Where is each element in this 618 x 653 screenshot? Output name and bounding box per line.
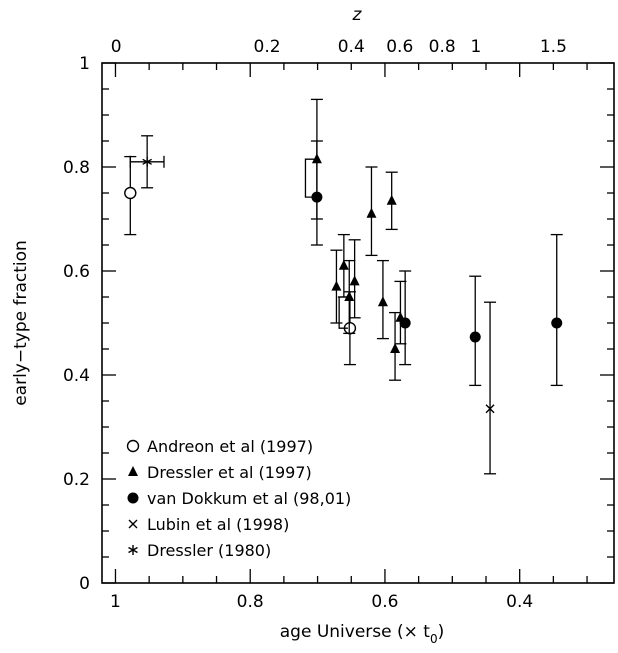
x-tick-label: 0.4 — [506, 592, 533, 612]
pairing-bracket — [338, 296, 348, 329]
point-marker — [331, 280, 342, 291]
legend-label: Dressler (1980) — [147, 541, 271, 560]
data-point — [343, 259, 356, 335]
legend-marker — [128, 466, 138, 476]
x-tick-label: 1 — [110, 592, 121, 612]
data-point — [348, 239, 361, 319]
point-marker — [338, 259, 349, 270]
data-point — [129, 135, 165, 189]
legend-marker — [127, 492, 139, 504]
top-tick-label: 0.6 — [386, 37, 413, 57]
legend-entry: Lubin et al (1998) — [128, 515, 289, 534]
top-tick-label: 0 — [111, 37, 122, 57]
y-tick-label: 0.2 — [63, 470, 90, 490]
y-axis-title: early−type fraction — [11, 240, 31, 406]
data-point — [365, 166, 378, 257]
data-point — [376, 259, 389, 340]
data-point — [469, 275, 482, 387]
point-marker — [551, 317, 563, 329]
y-tick-label: 0 — [79, 574, 90, 594]
legend: Andreon et al (1997) Dressler et al (1997… — [126, 437, 351, 560]
top-tick-label: 0.2 — [254, 37, 281, 57]
point-marker — [390, 343, 401, 353]
y-tick-label: 1 — [79, 54, 90, 74]
top-tick-label: 0.4 — [338, 37, 365, 57]
legend-marker — [128, 519, 138, 529]
top-tick-label: 1 — [470, 37, 481, 57]
y-tick-label: 0.6 — [63, 262, 90, 282]
point-marker — [469, 331, 481, 343]
point-marker — [344, 291, 355, 301]
point-marker — [142, 156, 152, 167]
data-point — [124, 155, 137, 236]
x-tick-label: 0.6 — [371, 592, 398, 612]
legend-label: van Dokkum et al (98,01) — [147, 489, 351, 508]
legend-entry: Dressler et al (1997) — [128, 463, 312, 482]
point-marker — [124, 186, 137, 200]
data-point — [389, 311, 402, 381]
y-tick-label: 0.8 — [63, 158, 90, 178]
x-axis-title-main: age Universe (× t — [280, 622, 431, 642]
point-marker — [366, 207, 377, 218]
x-tick-label: 0.8 — [237, 592, 264, 612]
legend-entry: van Dokkum et al (98,01) — [127, 489, 351, 508]
data-point — [484, 301, 497, 475]
data-point — [310, 140, 323, 246]
point-marker — [311, 191, 323, 203]
x-axis-title-close: ) — [438, 622, 445, 642]
data-point — [330, 249, 343, 324]
y-tick-label: 0.4 — [63, 366, 90, 386]
point-marker — [485, 404, 495, 414]
legend-entry: Andreon et al (1997) — [126, 437, 313, 456]
x-axis-title: age Universe (× t0) — [280, 622, 444, 646]
legend-label: Andreon et al (1997) — [147, 437, 313, 456]
data-point — [550, 233, 563, 387]
data-point — [385, 171, 398, 231]
point-marker — [399, 317, 411, 329]
legend-marker — [128, 545, 138, 555]
pairing-bracket — [304, 158, 315, 198]
data-point — [399, 270, 412, 366]
legend-entry: Dressler (1980) — [128, 541, 271, 560]
x-axis-title-subscript: 0 — [430, 632, 438, 646]
top-tick-label: 0.8 — [429, 37, 456, 57]
point-marker — [349, 275, 360, 286]
legend-label: Lubin et al (1998) — [147, 515, 289, 534]
point-marker — [377, 296, 388, 307]
point-marker — [386, 194, 397, 205]
legend-label: Dressler et al (1997) — [147, 463, 312, 482]
legend-marker — [126, 439, 140, 453]
top-tick-label: 1.5 — [540, 37, 567, 57]
top-axis-title: z — [352, 5, 363, 25]
chart-marks — [124, 98, 563, 475]
